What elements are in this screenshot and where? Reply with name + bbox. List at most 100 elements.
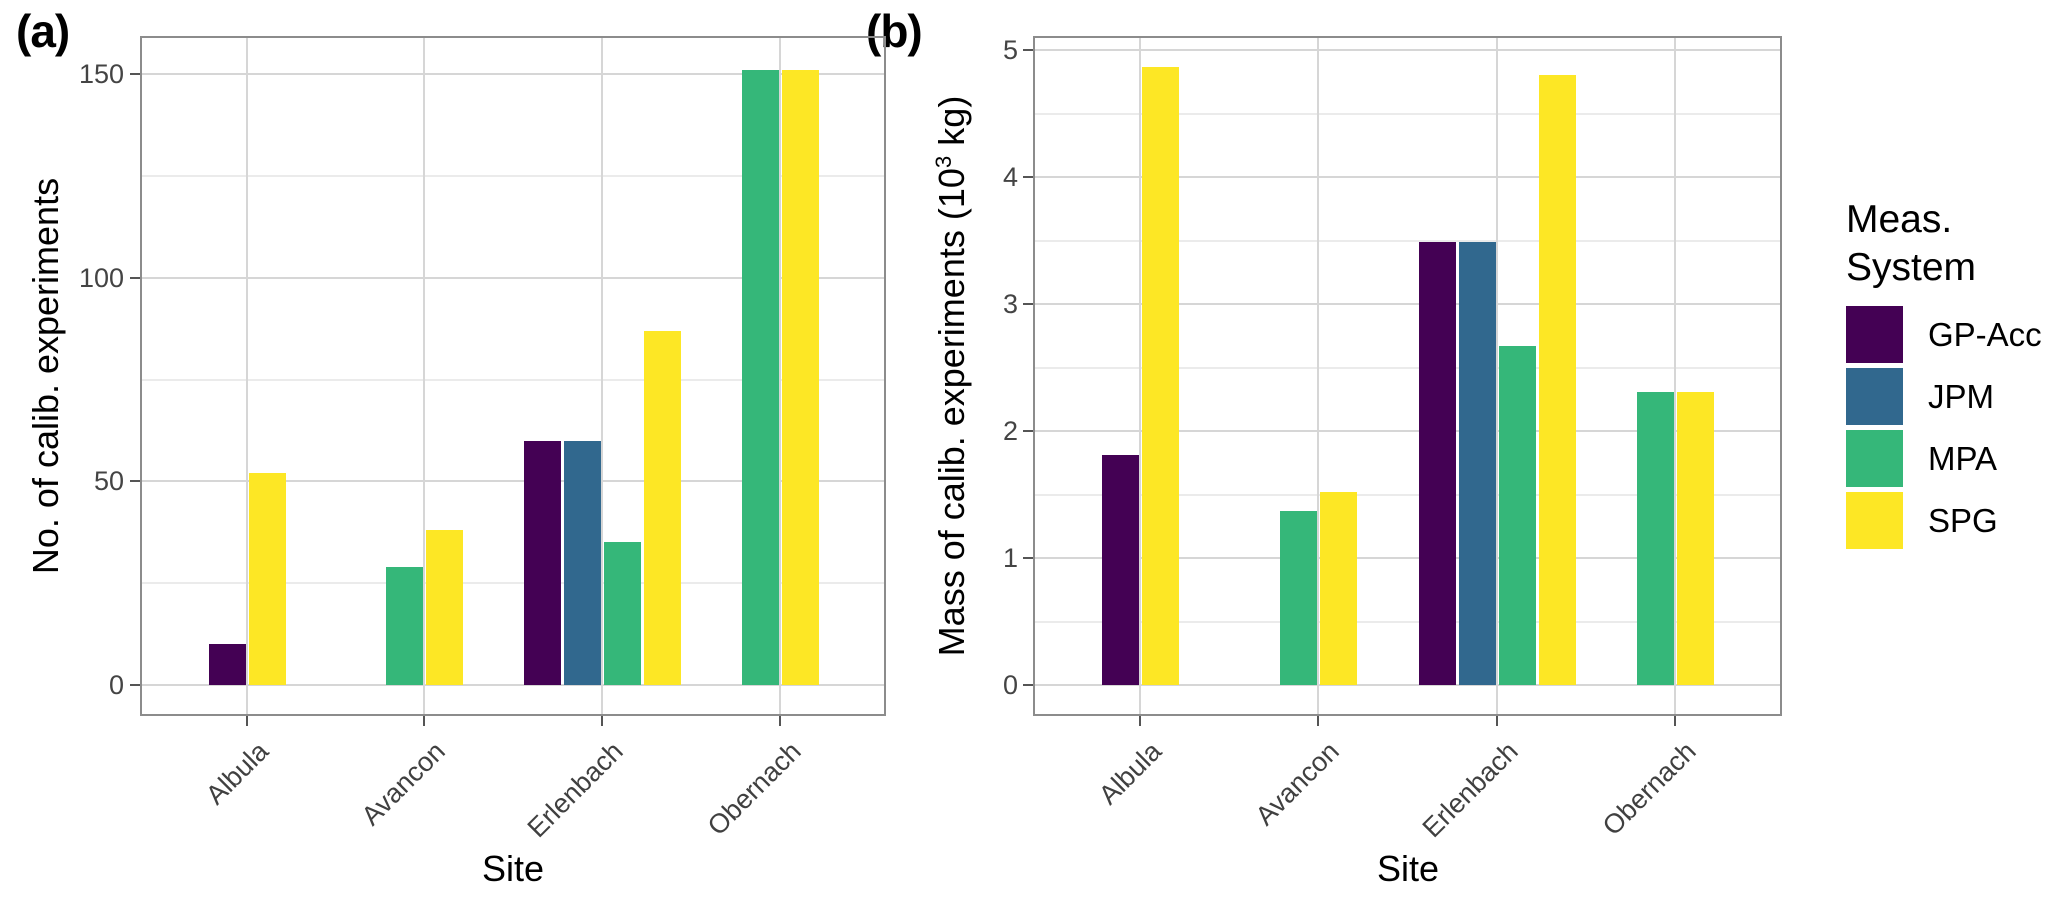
- bar-spg-obernach: [781, 69, 819, 685]
- gridline-major-y: [1033, 303, 1782, 305]
- bar-spg-albula: [248, 473, 286, 685]
- legend-swatch-mpa: [1846, 430, 1903, 487]
- bar-mpa-avancon: [385, 566, 423, 685]
- x-tick-label: Erlenbach: [1417, 736, 1525, 844]
- bar-mpa-avancon: [1279, 511, 1317, 685]
- x-tick-mark: [1139, 716, 1141, 726]
- y-tick-label: 5: [1002, 35, 1018, 65]
- y-axis-title-text: Mass of calib. experiments (10: [931, 168, 972, 657]
- legend-swatch-spg: [1846, 492, 1903, 549]
- legend-item-spg: SPG: [1846, 492, 2042, 549]
- x-tick-mark: [601, 716, 603, 726]
- x-tick-mark: [423, 716, 425, 726]
- y-tick-label: 150: [78, 59, 124, 89]
- x-tick-label: Albula: [1092, 736, 1168, 811]
- bar-gp-acc-erlenbach: [523, 440, 561, 685]
- legend-item-jpm: JPM: [1846, 368, 2042, 425]
- bar-jpm-erlenbach: [1458, 241, 1496, 685]
- x-tick-label: Avancon: [1250, 736, 1346, 832]
- y-tick-mark: [130, 73, 140, 75]
- y-axis-title: Mass of calib. experiments (103 kg): [931, 96, 973, 657]
- gridline-major-y: [140, 480, 886, 483]
- legend-swatch-jpm: [1846, 368, 1903, 425]
- legend-item-label: GP-Acc: [1928, 315, 2042, 353]
- plot-panel-border: [1033, 36, 1782, 716]
- bar-mpa-erlenbach: [1498, 345, 1536, 685]
- y-tick-mark: [1023, 684, 1033, 686]
- gridline-major-x: [1317, 36, 1319, 716]
- gridline-major-y: [140, 276, 886, 279]
- bar-spg-avancon: [1319, 491, 1357, 685]
- y-tick-mark: [130, 276, 140, 279]
- x-tick-label: Erlenbach: [522, 736, 630, 844]
- gridline-major-y: [1033, 684, 1782, 686]
- gridline-major-y: [1033, 49, 1782, 51]
- gridline-major-y: [1033, 557, 1782, 559]
- x-tick-mark: [246, 716, 248, 726]
- gridline-minor-y: [140, 174, 886, 177]
- bar-spg-avancon: [425, 530, 463, 685]
- y-axis-title-superscript: 3: [931, 155, 956, 169]
- bar-mpa-obernach: [741, 69, 779, 685]
- y-tick-label: 50: [93, 466, 124, 497]
- x-tick-label: Obernach: [1597, 736, 1703, 842]
- bar-spg-albula: [1141, 66, 1179, 685]
- gridline-major-y: [140, 73, 886, 75]
- bar-jpm-erlenbach: [563, 440, 601, 685]
- legend-item-label: SPG: [1928, 501, 1998, 539]
- gridline-minor-y: [140, 378, 886, 381]
- gridline-minor-y: [1033, 493, 1782, 496]
- y-tick-label: 4: [1002, 162, 1018, 192]
- x-tick-mark: [1317, 716, 1319, 726]
- y-tick-mark: [1023, 176, 1033, 178]
- y-tick-label: 1: [1002, 543, 1018, 573]
- panel-b-label: (b): [866, 5, 923, 57]
- y-tick-label: 2: [1002, 416, 1018, 446]
- legend-title-line2: System: [1846, 246, 1977, 289]
- gridline-minor-y: [1033, 366, 1782, 369]
- legend-item-label: JPM: [1928, 377, 1994, 415]
- y-axis-title-text: kg): [931, 95, 972, 156]
- gridline-minor-y: [1033, 239, 1782, 242]
- gridline-major-y: [1033, 176, 1782, 178]
- y-tick-label: 3: [1002, 289, 1018, 319]
- gridline-major-x: [779, 36, 781, 716]
- y-tick-mark: [1023, 430, 1033, 432]
- gridline-major-x: [423, 36, 425, 716]
- x-axis-title: Site: [1376, 848, 1440, 889]
- y-axis-title: No. of calib. experiments: [25, 178, 67, 574]
- y-tick-label: 100: [78, 262, 124, 293]
- y-tick-label: 0: [108, 670, 124, 700]
- x-tick-label: Albula: [199, 736, 275, 811]
- legend-item-mpa: MPA: [1846, 430, 2042, 487]
- gridline-major-x: [246, 36, 248, 716]
- x-tick-mark: [1496, 716, 1498, 726]
- x-tick-mark: [1674, 716, 1676, 726]
- gridline-major-y: [1033, 430, 1782, 432]
- gridline-minor-y: [1033, 620, 1782, 623]
- y-tick-mark: [130, 480, 140, 483]
- bar-mpa-erlenbach: [603, 542, 641, 685]
- bar-gp-acc-erlenbach: [1418, 241, 1456, 685]
- gridline-major-x: [601, 36, 603, 716]
- bar-spg-obernach: [1676, 391, 1714, 685]
- plot-panel-border: [140, 36, 886, 716]
- gridline-major-x: [1139, 36, 1141, 716]
- y-axis-title-text: No. of calib. experiments: [25, 177, 66, 575]
- legend-title: Meas. System: [1846, 196, 2042, 292]
- gridline-minor-y: [1033, 112, 1782, 115]
- bar-spg-erlenbach: [1538, 75, 1576, 685]
- panel-a-label: (a): [16, 5, 70, 57]
- y-tick-mark: [1023, 557, 1033, 559]
- gridline-minor-y: [140, 582, 886, 585]
- bar-mpa-obernach: [1636, 391, 1674, 685]
- legend-item-label: MPA: [1928, 439, 1998, 477]
- x-tick-label: Obernach: [702, 736, 808, 842]
- legend-swatch-gp-acc: [1846, 306, 1903, 363]
- gridline-major-y: [140, 684, 886, 686]
- legend: Meas. System GP-Acc JPM MPA SPG: [1846, 196, 2042, 554]
- bar-gp-acc-albula: [208, 644, 246, 685]
- legend-title-line1: Meas.: [1846, 198, 1953, 241]
- x-axis-title: Site: [481, 848, 545, 889]
